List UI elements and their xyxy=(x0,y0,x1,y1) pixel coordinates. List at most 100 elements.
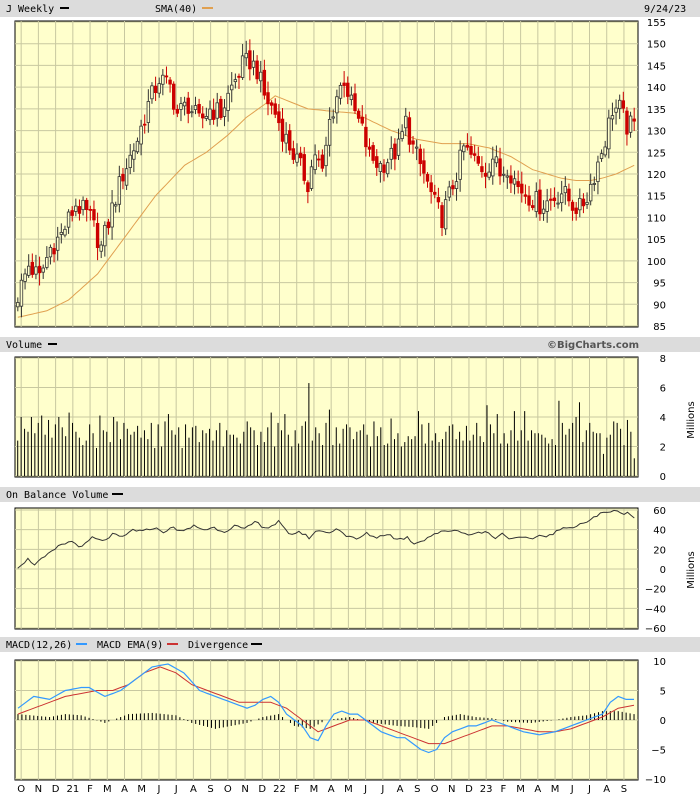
candle-body xyxy=(404,115,408,129)
sma-label: SMA(40) xyxy=(155,4,197,15)
candle-body xyxy=(556,202,560,205)
candle-body xyxy=(226,92,230,111)
candle-body xyxy=(541,208,546,214)
candle-body xyxy=(74,205,78,212)
y-tick-label: −60 xyxy=(645,624,666,635)
candle-body xyxy=(425,174,430,182)
candle-body xyxy=(581,198,586,207)
candle-body xyxy=(179,103,183,110)
candle-body xyxy=(309,166,314,189)
y-tick-label: 100 xyxy=(647,257,666,268)
candle-body xyxy=(505,175,509,178)
price-y-ticks: 85 90 95 100 105 110 115 120 125 130 135 140 145 150 1… xyxy=(647,18,666,333)
candle-body xyxy=(487,171,491,178)
macd-y-ticks: −10 −5 0 5 10 xyxy=(645,657,666,786)
y-tick-label: 40 xyxy=(653,526,666,537)
candle-body xyxy=(48,246,53,258)
x-tick-label: J xyxy=(587,784,591,795)
candle-body xyxy=(208,108,212,121)
candle-body xyxy=(588,183,593,202)
candle-body xyxy=(378,162,383,172)
y-tick-label: 10 xyxy=(653,657,666,668)
candle-body xyxy=(411,140,415,145)
x-tick-label: S xyxy=(414,784,420,795)
candle-body xyxy=(436,197,441,203)
macd-ema-line xyxy=(17,666,635,745)
x-tick-label: F xyxy=(294,784,300,795)
candle-body xyxy=(302,154,306,181)
candle-body xyxy=(273,103,277,115)
y-tick-label: 150 xyxy=(647,40,666,51)
candle-body xyxy=(516,181,520,188)
candle-body xyxy=(407,117,412,145)
x-tick-label: A xyxy=(534,784,541,795)
x-tick-label: F xyxy=(87,784,93,795)
x-tick-label: A xyxy=(397,784,404,795)
candle-body xyxy=(88,208,93,211)
candle-body xyxy=(592,183,597,185)
candle-body xyxy=(451,185,455,190)
y-tick-label: 130 xyxy=(647,127,666,138)
candle-body xyxy=(346,82,350,97)
candle-body xyxy=(230,84,234,91)
x-tick-label: O xyxy=(224,784,232,795)
y-tick-label: 135 xyxy=(647,105,666,116)
y-tick-label: 120 xyxy=(647,170,666,181)
candle-body xyxy=(494,156,499,164)
obv-line xyxy=(17,509,635,569)
candle-body xyxy=(157,83,161,94)
y-tick-label: 95 xyxy=(653,279,666,290)
candle-body xyxy=(288,130,292,151)
candle-body xyxy=(211,109,216,120)
candle-body xyxy=(121,173,125,182)
candle-body xyxy=(291,148,296,160)
candle-body xyxy=(596,161,600,182)
candle-body xyxy=(625,110,629,135)
candle-body xyxy=(284,133,288,144)
candle-body xyxy=(132,150,136,160)
candle-body xyxy=(110,202,114,228)
x-tick-label: A xyxy=(121,784,128,795)
candle-body xyxy=(574,207,578,214)
candle-body xyxy=(128,154,132,168)
candle-body xyxy=(393,143,397,160)
candle-body xyxy=(172,83,176,110)
candle-body xyxy=(204,116,209,119)
candle-body xyxy=(313,154,317,170)
candle-body xyxy=(233,79,238,83)
candle-body xyxy=(219,98,223,119)
y-tick-label: 140 xyxy=(647,83,666,94)
candle-body xyxy=(81,199,85,211)
y-tick-label: 2 xyxy=(660,443,666,454)
candle-body xyxy=(338,84,343,99)
y-tick-label: 125 xyxy=(647,148,666,159)
candle-body xyxy=(197,103,201,114)
y-tick-label: 0 xyxy=(660,472,666,483)
candle-body xyxy=(85,199,89,211)
candle-body xyxy=(95,222,100,249)
candle-body xyxy=(248,50,252,70)
x-tick-label: J xyxy=(363,784,367,795)
candle-body xyxy=(77,206,82,214)
volume-legend-swatch xyxy=(48,343,57,345)
x-tick-label: S xyxy=(621,784,627,795)
y-tick-label: 6 xyxy=(660,384,666,395)
divergence-histogram xyxy=(17,711,635,729)
candle-body xyxy=(462,145,466,153)
candle-body xyxy=(201,113,205,119)
candle-body xyxy=(34,266,38,275)
candle-body xyxy=(19,279,24,307)
obv-title: On Balance Volume xyxy=(6,490,108,501)
candle-body xyxy=(164,75,169,78)
x-tick-label: O xyxy=(17,784,25,795)
x-tick-label: 23 xyxy=(480,784,493,795)
candle-body xyxy=(349,94,354,100)
candle-body xyxy=(237,75,241,78)
candle-body xyxy=(222,107,227,117)
candle-body xyxy=(175,108,180,114)
candle-body xyxy=(534,191,538,212)
candle-body xyxy=(55,236,60,251)
volume-grid xyxy=(15,357,638,477)
candle-body xyxy=(317,158,321,161)
